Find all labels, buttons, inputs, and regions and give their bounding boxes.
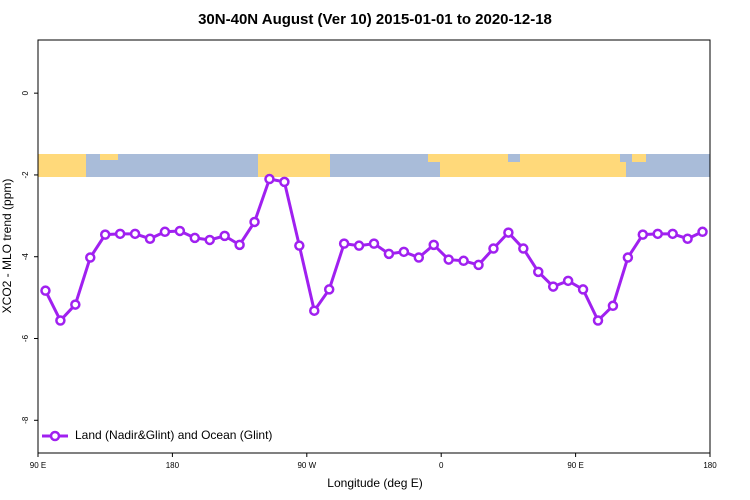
data-point: [264, 173, 275, 185]
data-point: [368, 238, 380, 249]
y-tick-label: -4: [21, 253, 30, 261]
data-point: [70, 299, 81, 310]
data-line: [44, 177, 704, 324]
legend-label: Land (Nadir&Glint) and Ocean (Glint): [75, 428, 272, 442]
y-tick-label: -6: [21, 334, 30, 342]
data-point: [637, 229, 649, 240]
data-point: [309, 305, 320, 316]
data-point: [204, 234, 215, 246]
data-point: [428, 239, 439, 251]
land: [440, 162, 626, 177]
x-tick-label: 180: [703, 461, 717, 470]
x-tick-label: 180: [166, 461, 180, 470]
data-point: [383, 248, 395, 260]
map-strip: [38, 154, 710, 177]
data-point: [622, 252, 634, 263]
x-tick-label: 90 E: [567, 461, 583, 470]
land: [520, 154, 620, 164]
data-point: [55, 315, 66, 326]
chart-title: 30N-40N August (Ver 10) 2015-01-01 to 20…: [198, 11, 552, 28]
data-point: [174, 225, 186, 237]
data-point: [547, 281, 559, 292]
data-point: [159, 226, 171, 238]
data-point: [249, 216, 260, 228]
y-tick-label: 0: [21, 90, 30, 95]
data-point: [577, 284, 589, 295]
data-point: [473, 259, 484, 271]
data-point: [667, 228, 678, 240]
data-point: [323, 284, 335, 295]
data-point: [458, 255, 469, 267]
data-point: [413, 252, 425, 263]
land: [428, 154, 508, 162]
data-point: [488, 243, 499, 254]
y-axis-label: XCO2 - MLO trend (ppm): [0, 179, 14, 314]
land: [632, 154, 646, 162]
y-tick-label: -2: [21, 171, 30, 179]
data-point: [592, 315, 604, 326]
data-point: [144, 233, 156, 244]
x-axis-label: Longitude (deg E): [327, 476, 422, 490]
land: [38, 154, 86, 177]
data-point: [99, 229, 111, 240]
data-point: [562, 275, 574, 287]
data-point: [533, 266, 544, 278]
legend-marker: [49, 430, 61, 442]
land: [100, 154, 118, 160]
data-point: [353, 240, 365, 251]
data-point: [219, 230, 230, 242]
data-point: [398, 246, 410, 258]
data-point: [129, 228, 141, 240]
data-point: [189, 232, 201, 244]
data-point: [682, 233, 693, 244]
data-point: [279, 176, 290, 188]
data-point: [697, 226, 708, 238]
x-tick-label: 0: [439, 461, 444, 470]
data-point: [40, 285, 51, 296]
data-point: [234, 239, 245, 251]
data-point: [338, 238, 350, 249]
data-point: [443, 254, 454, 265]
x-tick-label: 90 E: [30, 461, 46, 470]
data-point: [518, 243, 529, 254]
data-point: [652, 228, 663, 240]
data-point: [294, 240, 305, 251]
y-tick-label: -8: [21, 416, 30, 424]
data-point: [503, 227, 514, 238]
land: [258, 154, 330, 177]
data-point: [85, 252, 96, 263]
data-point: [607, 300, 619, 312]
plot-frame: [37, 39, 711, 454]
x-tick-label: 90 W: [297, 461, 316, 470]
data-point: [114, 228, 126, 240]
